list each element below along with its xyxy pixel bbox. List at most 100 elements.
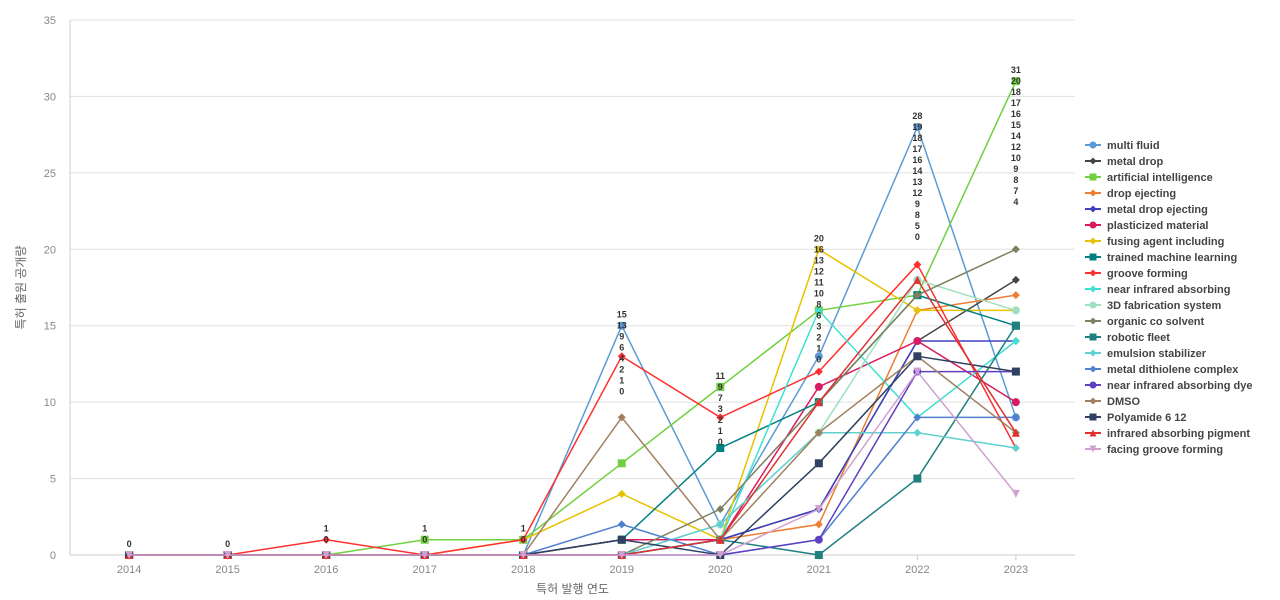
svg-text:특허 발행 연도: 특허 발행 연도 xyxy=(536,581,609,596)
svg-text:artificial intelligence: artificial intelligence xyxy=(1107,172,1213,184)
legend-item[interactable]: metal drop ejecting xyxy=(1085,204,1208,216)
svg-text:14: 14 xyxy=(912,166,922,176)
svg-text:10: 10 xyxy=(44,397,56,409)
svg-text:3D fabrication system: 3D fabrication system xyxy=(1107,300,1222,312)
svg-text:6: 6 xyxy=(619,343,624,353)
svg-text:18: 18 xyxy=(1011,87,1021,97)
svg-text:2019: 2019 xyxy=(610,564,634,576)
legend-item[interactable]: infrared absorbing pigment xyxy=(1085,428,1250,440)
svg-text:2017: 2017 xyxy=(412,564,436,576)
series-group xyxy=(125,77,1020,559)
chart-svg: 0510152025303520142015201620172018201920… xyxy=(0,0,1280,600)
svg-text:15: 15 xyxy=(617,310,627,320)
svg-text:0: 0 xyxy=(127,539,132,549)
legend-item[interactable]: near infrared absorbing dye xyxy=(1085,380,1252,392)
svg-text:20: 20 xyxy=(1011,76,1021,86)
svg-text:multi fluid: multi fluid xyxy=(1107,140,1160,152)
svg-text:19: 19 xyxy=(912,122,922,132)
svg-text:1: 1 xyxy=(422,524,427,534)
svg-text:12: 12 xyxy=(912,188,922,198)
svg-text:17: 17 xyxy=(912,144,922,154)
legend-item[interactable]: drop ejecting xyxy=(1085,188,1176,200)
svg-text:20: 20 xyxy=(44,244,56,256)
svg-text:7: 7 xyxy=(718,393,723,403)
svg-text:drop ejecting: drop ejecting xyxy=(1107,188,1176,200)
legend-item[interactable]: emulsion stabilizer xyxy=(1085,348,1207,360)
legend-item[interactable]: trained machine learning xyxy=(1085,252,1237,264)
svg-text:0: 0 xyxy=(521,535,526,545)
svg-text:1: 1 xyxy=(619,376,624,386)
svg-text:robotic fleet: robotic fleet xyxy=(1107,332,1170,344)
series xyxy=(125,123,1020,559)
svg-text:8: 8 xyxy=(816,299,821,309)
svg-text:12: 12 xyxy=(814,266,824,276)
svg-text:9: 9 xyxy=(619,332,624,342)
legend-item[interactable]: 3D fabrication system xyxy=(1085,300,1222,312)
svg-text:metal drop ejecting: metal drop ejecting xyxy=(1107,204,1208,216)
svg-text:28: 28 xyxy=(912,111,922,121)
svg-text:2016: 2016 xyxy=(314,564,338,576)
svg-text:16: 16 xyxy=(814,244,824,254)
legend-item[interactable]: groove forming xyxy=(1085,268,1188,280)
svg-text:0: 0 xyxy=(915,232,920,242)
svg-text:25: 25 xyxy=(44,168,56,180)
legend-item[interactable]: fusing agent including xyxy=(1085,236,1224,248)
legend-item[interactable]: plasticized material xyxy=(1085,220,1209,232)
legend-item[interactable]: artificial intelligence xyxy=(1085,172,1213,184)
svg-text:30: 30 xyxy=(44,91,56,103)
line-chart: 0510152025303520142015201620172018201920… xyxy=(0,0,1280,600)
svg-text:2: 2 xyxy=(816,332,821,342)
svg-text:near infrared absorbing dye: near infrared absorbing dye xyxy=(1107,380,1252,392)
data-labels: 0010101015139642101197321020161312111086… xyxy=(127,65,1021,549)
svg-text:0: 0 xyxy=(50,550,56,562)
svg-text:4: 4 xyxy=(1013,197,1018,207)
legend-item[interactable]: Polyamide 6 12 xyxy=(1085,412,1187,424)
legend-item[interactable]: multi fluid xyxy=(1085,140,1160,152)
svg-text:13: 13 xyxy=(912,177,922,187)
legend-item[interactable]: DMSO xyxy=(1085,396,1140,408)
svg-text:emulsion stabilizer: emulsion stabilizer xyxy=(1107,348,1207,360)
svg-text:near infrared absorbing: near infrared absorbing xyxy=(1107,284,1230,296)
svg-text:2: 2 xyxy=(718,415,723,425)
svg-text:Polyamide 6 12: Polyamide 6 12 xyxy=(1107,412,1187,424)
svg-text:metal dithiolene complex: metal dithiolene complex xyxy=(1107,364,1239,376)
legend-item[interactable]: robotic fleet xyxy=(1085,332,1170,344)
legend-item[interactable]: metal drop xyxy=(1085,156,1164,168)
svg-text:2: 2 xyxy=(619,365,624,375)
svg-text:12: 12 xyxy=(1011,142,1021,152)
svg-text:2020: 2020 xyxy=(708,564,732,576)
svg-text:14: 14 xyxy=(1011,131,1021,141)
svg-text:facing groove forming: facing groove forming xyxy=(1107,444,1223,456)
svg-text:3: 3 xyxy=(718,404,723,414)
svg-text:5: 5 xyxy=(915,221,920,231)
svg-text:1: 1 xyxy=(816,343,821,353)
svg-text:DMSO: DMSO xyxy=(1107,396,1140,408)
svg-text:31: 31 xyxy=(1011,65,1021,75)
svg-text:20: 20 xyxy=(814,233,824,243)
svg-text:2021: 2021 xyxy=(807,564,831,576)
svg-text:trained machine learning: trained machine learning xyxy=(1107,252,1237,264)
svg-text:1: 1 xyxy=(718,426,723,436)
svg-text:0: 0 xyxy=(324,535,329,545)
svg-text:11: 11 xyxy=(814,277,824,287)
svg-text:organic co solvent: organic co solvent xyxy=(1107,316,1205,328)
svg-text:11: 11 xyxy=(716,371,726,381)
svg-text:13: 13 xyxy=(814,255,824,265)
svg-text:16: 16 xyxy=(1011,109,1021,119)
legend-item[interactable]: near infrared absorbing xyxy=(1085,284,1230,296)
legend: multi fluid metal drop artificial intellig… xyxy=(1085,140,1252,456)
svg-text:9: 9 xyxy=(915,199,920,209)
legend-item[interactable]: facing groove forming xyxy=(1085,444,1223,456)
svg-text:9: 9 xyxy=(1013,164,1018,174)
svg-text:0: 0 xyxy=(422,535,427,545)
svg-text:0: 0 xyxy=(225,539,230,549)
svg-text:8: 8 xyxy=(1013,175,1018,185)
legend-item[interactable]: organic co solvent xyxy=(1085,316,1205,328)
svg-text:9: 9 xyxy=(718,382,723,392)
svg-text:2023: 2023 xyxy=(1004,564,1028,576)
svg-text:10: 10 xyxy=(1011,153,1021,163)
legend-item[interactable]: metal dithiolene complex xyxy=(1085,364,1239,376)
svg-text:35: 35 xyxy=(44,15,56,27)
svg-text:15: 15 xyxy=(1011,120,1021,130)
svg-text:1: 1 xyxy=(324,524,329,534)
